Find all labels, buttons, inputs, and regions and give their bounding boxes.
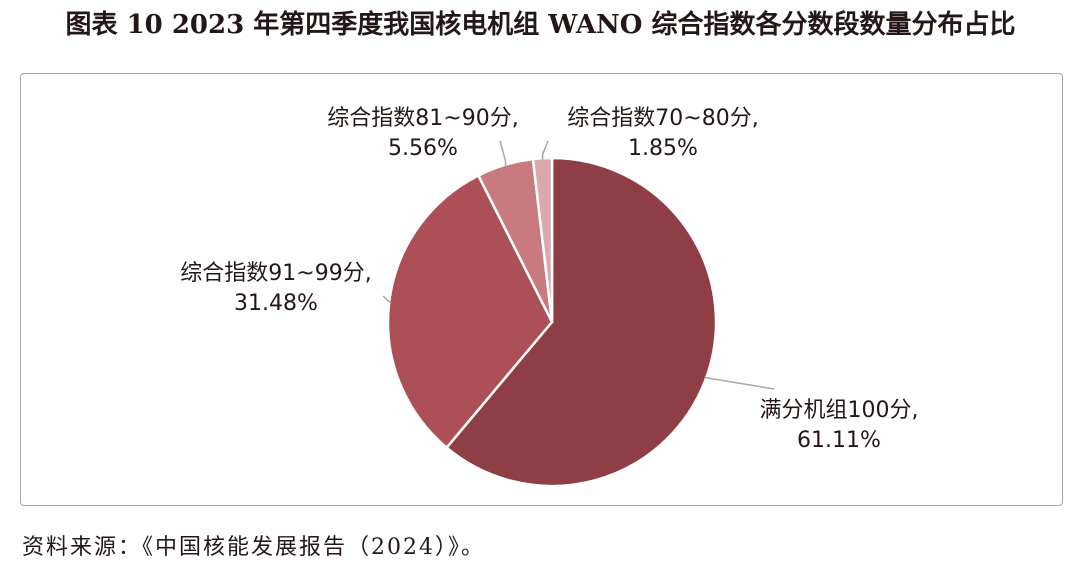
slice-label-value: 61.11% <box>797 428 881 453</box>
slice-label-70-80: 综合指数70~80分, 1.85% <box>539 104 787 164</box>
slice-label-value: 1.85% <box>628 136 698 161</box>
pie-slice-91-99 <box>386 174 554 449</box>
chart-frame <box>20 73 1063 506</box>
source-note: 资料来源：《中国核能发展报告（2024）》。 <box>22 535 485 560</box>
leader-line-91-99 <box>382 295 392 304</box>
slice-label-value: 31.48% <box>234 291 318 316</box>
slice-label-81-90: 综合指数81~90分, 5.56% <box>299 104 547 164</box>
slice-label-full-score: 满分机组100分, 61.11% <box>724 396 954 456</box>
chart-title: 图表 10 2023 年第四季度我国核电机组 WANO 综合指数各分数段数量分布… <box>65 10 1016 40</box>
leader-line-81-90 <box>499 140 507 167</box>
slice-label-name: 综合指数70~80分, <box>567 106 759 131</box>
slice-label-name: 综合指数91~99分, <box>180 261 372 286</box>
leader-line-full-score <box>704 376 775 390</box>
slice-label-91-99: 综合指数91~99分, 31.48% <box>152 259 400 319</box>
leader-line-70-80 <box>541 140 549 161</box>
slice-label-name: 综合指数81~90分, <box>327 106 519 131</box>
slice-label-name: 满分机组100分, <box>759 398 919 423</box>
slice-label-value: 5.56% <box>388 136 458 161</box>
